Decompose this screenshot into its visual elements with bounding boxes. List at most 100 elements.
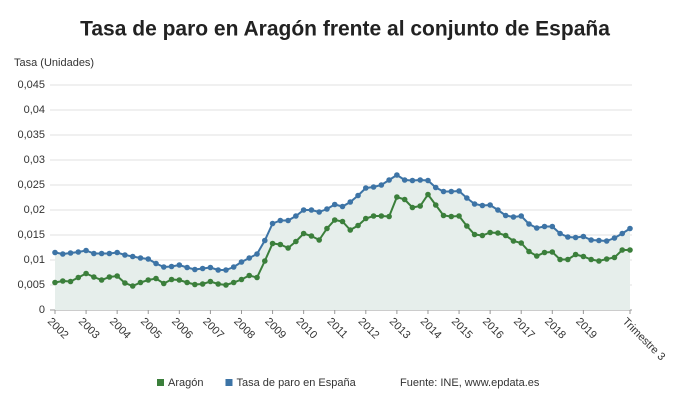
point [59,251,66,257]
point [565,234,571,240]
point [293,238,299,245]
point [518,213,525,219]
point [98,250,105,257]
point [479,232,486,239]
point [363,215,369,222]
x-tick-label: 2017 [511,316,537,342]
point [145,277,152,283]
point [417,177,424,183]
point [176,262,183,268]
point [440,212,447,219]
y-tick-label: 0,005 [17,279,45,291]
x-tick-label: 2014 [418,316,444,342]
point [122,252,128,258]
point [223,282,229,288]
point [269,220,276,227]
point [52,249,58,256]
point [549,223,556,230]
point [339,203,346,210]
x-tick-label: 2019 [573,316,599,342]
point [611,254,618,261]
point [603,256,610,262]
point [207,278,214,285]
point [401,177,408,183]
point [386,177,392,183]
point [440,188,447,195]
point [285,245,291,251]
point [331,217,338,223]
point [394,194,400,200]
point [518,240,525,246]
point [580,253,587,260]
point [347,227,354,233]
point [316,237,322,243]
point [588,237,594,243]
x-tick-label: 2006 [169,316,195,342]
point [52,279,58,286]
point [153,275,159,282]
y-tick-label: 0,02 [24,204,45,216]
point [448,213,455,220]
chart-title: Tasa de paro en Aragón frente al conjunt… [80,18,610,41]
point [580,233,587,240]
point [502,232,509,239]
point [464,223,470,229]
point [487,202,493,208]
point [541,249,548,256]
point [285,217,291,224]
x-tick-label: 2009 [262,316,288,342]
y-tick-label: 0,04 [24,104,45,116]
point [83,247,89,254]
point [168,276,175,283]
point [300,207,307,213]
point [215,281,221,287]
point [471,231,478,238]
point [510,238,517,244]
point [464,195,470,201]
point [432,202,439,208]
point [565,256,571,263]
point [145,256,152,262]
point [619,247,626,253]
point [261,237,268,244]
point [549,249,556,255]
point [192,266,198,273]
point [487,229,493,236]
point [176,277,183,283]
point [370,184,377,190]
point [557,230,563,237]
point [526,248,532,255]
point [293,213,299,219]
point [106,274,113,280]
x-tick-label: 2011 [325,316,350,341]
point [533,225,540,231]
point [572,234,579,241]
point [502,212,509,219]
point [277,217,284,224]
point [230,279,237,286]
x-tick-label: 2005 [138,316,164,342]
y-tick-label: 0,035 [17,129,45,141]
point [596,258,602,264]
point [557,256,563,263]
point [215,267,221,273]
point [347,199,354,205]
x-tick-label: 2012 [356,316,382,342]
point [627,225,633,232]
legend-swatch [157,379,164,386]
point [572,251,579,258]
point [401,196,408,203]
point [456,188,462,194]
legend-label: Aragón [168,377,203,389]
x-tick-label: Trimestre 3 [620,316,668,364]
point [417,203,424,209]
y-tick-label: 0,03 [24,154,45,166]
point [324,225,330,232]
source: Fuente: INE, www.epdata.es [400,377,540,389]
point [83,270,89,277]
point [106,250,113,257]
point [137,279,144,286]
point [98,277,105,283]
point [495,230,501,236]
point [316,209,322,215]
